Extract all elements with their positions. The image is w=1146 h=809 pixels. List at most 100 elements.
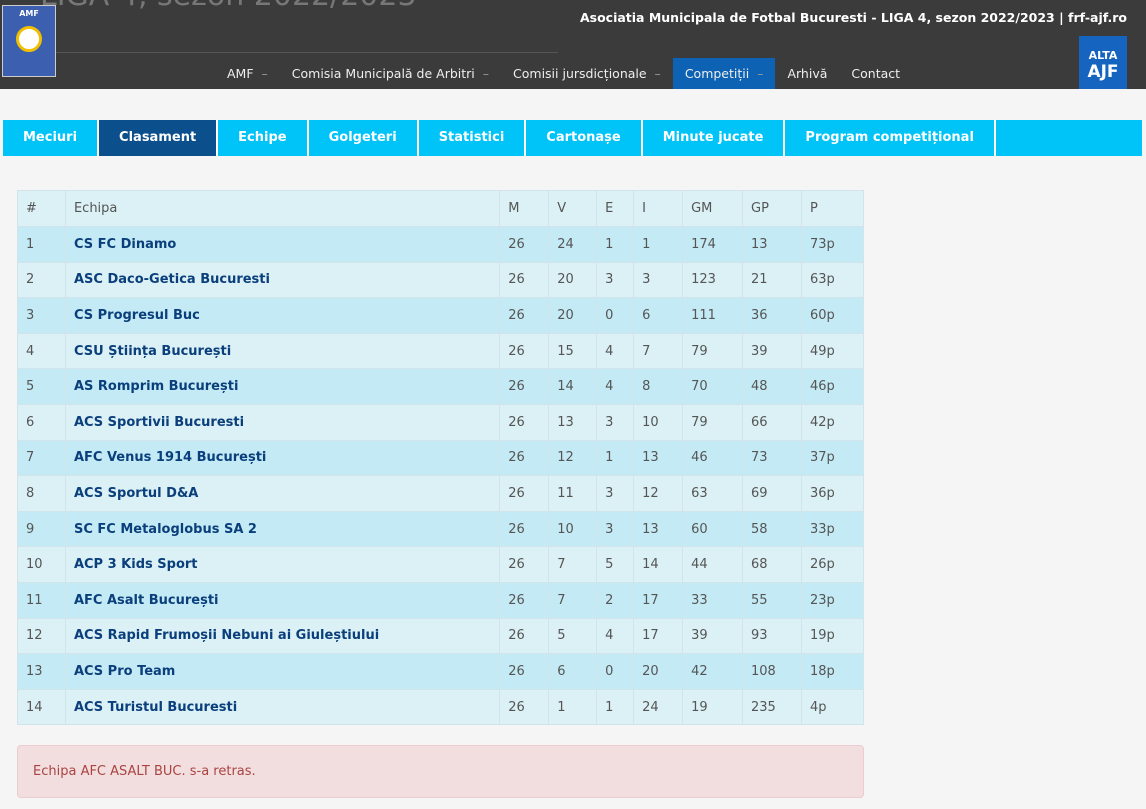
table-row: 12 ACS Rapid Frumoșii Nebuni ai Giuleștiu… bbox=[17, 617, 865, 655]
tab[interactable]: Statistici bbox=[419, 120, 527, 156]
cell: 26 bbox=[499, 510, 550, 548]
cell: 13 bbox=[17, 653, 66, 690]
logo-text: AMF bbox=[19, 9, 39, 18]
cell: 26 bbox=[499, 546, 550, 583]
cell: 39 bbox=[682, 617, 744, 655]
cell: 93 bbox=[742, 617, 802, 655]
cell: 48 bbox=[742, 368, 802, 405]
column-header: GM bbox=[682, 190, 744, 227]
cell: 6 bbox=[17, 403, 66, 441]
cell: 5 bbox=[17, 368, 66, 405]
table-row: 13 ACS Pro Team 26 6 0 20 42 108 18p bbox=[17, 653, 865, 690]
cell: 7 bbox=[633, 332, 684, 370]
team-name[interactable]: AS Romprim București bbox=[64, 368, 501, 405]
column-header: I bbox=[633, 190, 684, 227]
cell: 26p bbox=[800, 546, 865, 583]
cell: 60p bbox=[800, 297, 865, 334]
cell: 55 bbox=[742, 581, 802, 619]
cell: 4 bbox=[596, 617, 635, 655]
cell: 10 bbox=[17, 546, 66, 583]
cell: 26 bbox=[499, 226, 550, 263]
standings-table: # Echipa M V E I GM GP P 1 CS FC Dinamo 26 24 1 1 174 13… bbox=[17, 190, 865, 726]
site-title[interactable]: Asociatia Municipala de Fotbal Bucuresti… bbox=[579, 10, 1127, 25]
nav-item[interactable]: AMF bbox=[215, 58, 280, 89]
cell: 10 bbox=[633, 403, 684, 441]
tab[interactable]: Echipe bbox=[218, 120, 309, 156]
tab[interactable]: Minute jucate bbox=[643, 120, 786, 156]
cell: 46 bbox=[682, 439, 744, 477]
cell: 1 bbox=[596, 688, 635, 726]
cell: 18p bbox=[800, 653, 865, 690]
table-row: 3 CS Progresul Buc 26 20 0 6 111 36 60p bbox=[17, 297, 865, 334]
cell: 70 bbox=[682, 368, 744, 405]
nav-item[interactable]: Comisii jursdicționale bbox=[501, 58, 673, 89]
cell: 46p bbox=[800, 368, 865, 405]
team-name[interactable]: CSU Știința București bbox=[64, 332, 501, 370]
page-title: LIGA 4, sezon 2022/2023 bbox=[40, 0, 558, 53]
nav-item[interactable]: Comisia Municipală de Arbitri bbox=[280, 58, 501, 89]
cell: 26 bbox=[499, 332, 550, 370]
team-name[interactable]: ACP 3 Kids Sport bbox=[64, 546, 501, 583]
tab[interactable]: Meciuri bbox=[3, 120, 100, 156]
cell: 13 bbox=[548, 403, 598, 441]
badge[interactable]: ALTA AJF bbox=[1079, 36, 1127, 89]
cell: 12 bbox=[548, 439, 598, 477]
table-row: 5 AS Romprim București 26 14 4 8 70 48 46p bbox=[17, 368, 865, 405]
column-header: GP bbox=[742, 190, 802, 227]
table-row: 8 ACS Sportul D&A 26 11 3 12 63 69 36p bbox=[17, 475, 865, 512]
cell: 79 bbox=[682, 403, 744, 441]
cell: 5 bbox=[596, 546, 635, 583]
team-name[interactable]: CS FC Dinamo bbox=[64, 226, 501, 263]
nav-item[interactable]: Arhivă bbox=[787, 66, 828, 81]
team-name[interactable]: AFC Asalt București bbox=[64, 581, 501, 619]
table-row: 10 ACP 3 Kids Sport 26 7 5 14 44 68 26p bbox=[17, 546, 865, 583]
cell: 26 bbox=[499, 617, 550, 655]
logo[interactable]: AMF bbox=[2, 5, 56, 77]
team-name[interactable]: ACS Turistul Bucuresti bbox=[64, 688, 501, 726]
tab[interactable]: Clasament bbox=[99, 120, 219, 156]
cell: 14 bbox=[17, 688, 66, 726]
cell: 19 bbox=[682, 688, 744, 726]
cell: 4 bbox=[596, 368, 635, 405]
cell: 1 bbox=[548, 688, 598, 726]
team-name[interactable]: ACS Pro Team bbox=[64, 653, 501, 690]
column-header: Echipa bbox=[64, 190, 501, 227]
header: LIGA 4, sezon 2022/2023 AMF Asociatia Mu… bbox=[0, 0, 1146, 89]
team-name[interactable]: SC FC Metaloglobus SA 2 bbox=[64, 510, 501, 548]
cell: 3 bbox=[596, 510, 635, 548]
column-header: E bbox=[596, 190, 635, 227]
team-name[interactable]: ACS Sportul D&A bbox=[64, 475, 501, 512]
cell: 42p bbox=[800, 403, 865, 441]
tab[interactable]: Program competițional bbox=[785, 120, 996, 156]
tab[interactable]: Golgeteri bbox=[309, 120, 419, 156]
logo-ball bbox=[16, 26, 42, 52]
badge-bottom: AJF bbox=[1087, 62, 1119, 82]
cell: 79 bbox=[682, 332, 744, 370]
cell: 42 bbox=[682, 653, 744, 690]
cell: 11 bbox=[548, 475, 598, 512]
cell: 21 bbox=[742, 261, 802, 299]
cell: 26 bbox=[499, 475, 550, 512]
cell: 1 bbox=[596, 226, 635, 263]
cell: 8 bbox=[633, 368, 684, 405]
cell: 26 bbox=[499, 581, 550, 619]
nav-item[interactable]: Contact bbox=[851, 66, 901, 81]
nav-item[interactable]: Competiții bbox=[672, 58, 776, 89]
cell: 69 bbox=[742, 475, 802, 512]
cell: 19p bbox=[800, 617, 865, 655]
cell: 17 bbox=[633, 617, 684, 655]
table-body: 1 CS FC Dinamo 26 24 1 1 174 13 73p 2 ASC Daco-Get… bbox=[17, 226, 865, 726]
cell: 17 bbox=[633, 581, 684, 619]
tabs: Meciuri Clasament Echipe Golgeteri Statistic… bbox=[3, 120, 1142, 156]
team-name[interactable]: ASC Daco-Getica Bucuresti bbox=[64, 261, 501, 299]
cell: 73 bbox=[742, 439, 802, 477]
cell: 4p bbox=[800, 688, 865, 726]
team-name[interactable]: AFC Venus 1914 București bbox=[64, 439, 501, 477]
tab[interactable]: Cartonașe bbox=[526, 120, 643, 156]
cell: 13 bbox=[633, 439, 684, 477]
table-row: 14 ACS Turistul Bucuresti 26 1 1 24 19 235 4p bbox=[17, 688, 865, 726]
team-name[interactable]: CS Progresul Buc bbox=[64, 297, 501, 334]
team-name[interactable]: ACS Rapid Frumoșii Nebuni ai Giuleștiulu… bbox=[64, 617, 501, 655]
team-name[interactable]: ACS Sportivii Bucuresti bbox=[64, 403, 501, 441]
